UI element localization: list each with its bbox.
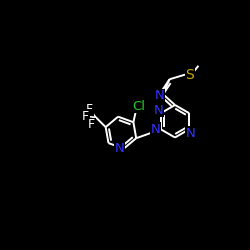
- Text: N: N: [114, 142, 124, 155]
- Text: Cl: Cl: [132, 100, 145, 113]
- Text: S: S: [185, 68, 194, 82]
- Text: F: F: [82, 110, 89, 122]
- Text: N: N: [155, 90, 164, 102]
- Text: F: F: [86, 103, 93, 116]
- Text: N: N: [154, 104, 164, 117]
- Text: N: N: [151, 123, 161, 136]
- Text: N: N: [186, 126, 195, 140]
- Text: F: F: [88, 118, 95, 131]
